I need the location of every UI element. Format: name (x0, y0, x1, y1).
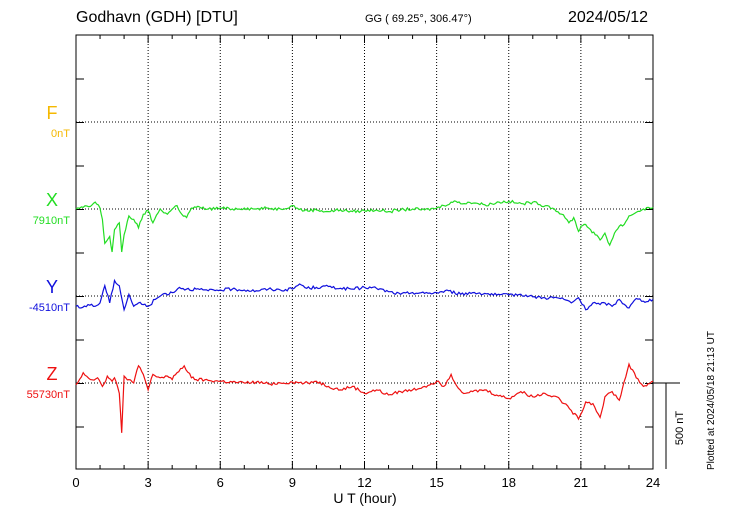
series-line-z (75, 362, 654, 433)
axis-ticks (75, 35, 654, 469)
series-baseline-z: 55730nT (27, 389, 71, 401)
series-name-f: F (47, 103, 58, 123)
scale-bar: 500 nT (653, 382, 686, 469)
series-baseline-f: 0nT (51, 128, 70, 140)
x-tick-label: 12 (357, 475, 371, 490)
station-title: Godhavn (GDH) [DTU] (76, 9, 238, 26)
series-baseline-x: 7910nT (33, 215, 71, 227)
series-labels: F 0nT X 7910nT Y -4510nT Z 55730nT (27, 103, 71, 401)
series-lines (75, 199, 654, 433)
series-name-y: Y (46, 277, 58, 297)
x-tick-label: 9 (289, 475, 296, 490)
grid-lines (76, 35, 653, 469)
scale-bar-label: 500 nT (674, 411, 686, 446)
chart-date: 2024/05/12 (568, 9, 649, 26)
x-tick-label: 21 (574, 475, 588, 490)
series-name-z: Z (47, 364, 58, 384)
series-line-y (75, 278, 654, 313)
series-line-x (75, 199, 654, 253)
x-tick-label: 0 (72, 475, 79, 490)
x-tick-label: 15 (429, 475, 443, 490)
x-tick-label: 6 (217, 475, 224, 490)
x-axis-label: U T (hour) (333, 490, 396, 506)
series-baseline-y: -4510nT (29, 302, 70, 314)
x-tick-label: 24 (646, 475, 660, 490)
x-tick-label: 3 (145, 475, 152, 490)
station-coordinates: GG ( 69.25°, 306.47°) (365, 13, 472, 25)
x-tick-label: 18 (502, 475, 516, 490)
x-tick-labels: 0 3 6 9 12 15 18 21 24 (72, 475, 660, 490)
series-name-x: X (46, 190, 58, 210)
